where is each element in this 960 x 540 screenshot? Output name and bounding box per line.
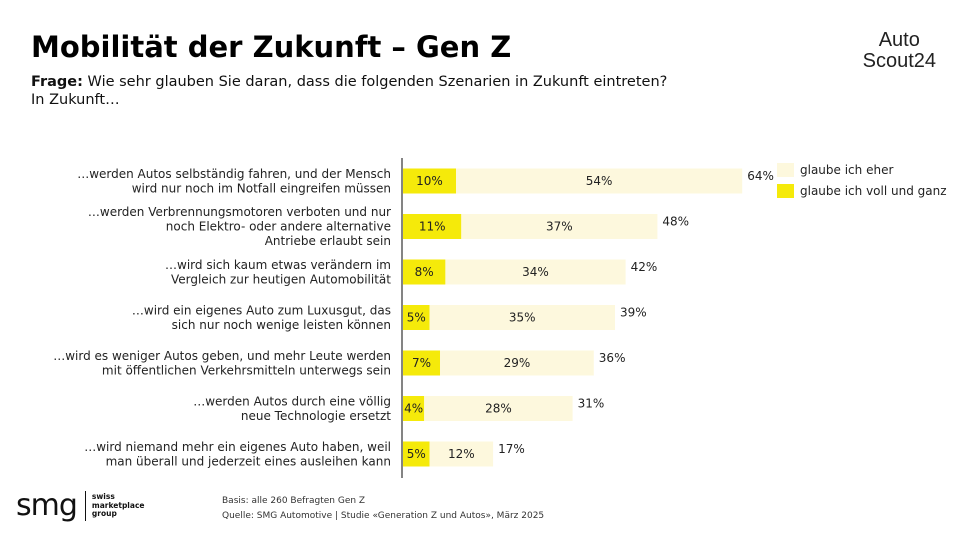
bar-total-label: 39% [620, 306, 647, 320]
bar-voll-und-ganz [403, 441, 430, 467]
bar-label-voll: 4% [404, 402, 423, 416]
category-label: …wird es weniger Autos geben, und mehr L… [53, 349, 391, 363]
legend: glaube ich eher glaube ich voll und ganz [777, 163, 947, 198]
legend-swatch [777, 163, 794, 177]
smg-logo-subtitle: swiss marketplace group [92, 493, 145, 519]
bar-eher [445, 259, 626, 285]
category-label: man überall und jederzeit eines ausleihe… [106, 454, 391, 468]
bar-eher [429, 305, 615, 330]
bar-voll-und-ganz [403, 305, 430, 330]
category-label: …werden Verbrennungsmotoren verboten und… [88, 205, 391, 219]
smg-logo-subtitle-line: swiss [91, 492, 115, 502]
bar-total-label: 31% [578, 397, 605, 411]
bar-eher [456, 168, 743, 194]
footer-source: Quelle: SMG Automotive | Studie «Generat… [222, 511, 545, 521]
category-label: …werden Autos durch eine völlig [193, 394, 391, 408]
bar-label-voll: 8% [415, 265, 434, 279]
bar-label-voll: 10% [416, 174, 443, 188]
autoscout24-logo-line-2: Scout24 [862, 50, 936, 72]
bar-total-label: 17% [498, 442, 525, 456]
category-label: wird nur noch im Notfall eingreifen müss… [132, 181, 391, 195]
smg-logo-subtitle-line: group [91, 509, 117, 519]
legend-label: glaube ich voll und ganz [800, 184, 947, 198]
category-label: …wird sich kaum etwas verändern im [165, 258, 391, 272]
category-label: …werden Autos selbständig fahren, und de… [77, 167, 391, 181]
category-label: sich nur noch wenige leisten können [172, 318, 391, 332]
smg-logo-subtitle-line: marketplace [91, 500, 145, 510]
bar-total-label: 48% [662, 215, 689, 229]
bar-label-eher: 34% [522, 265, 549, 279]
category-label: neue Technologie ersetzt [241, 409, 391, 423]
category-label: Antriebe erlaubt sein [265, 234, 391, 248]
category-label: …wird ein eigenes Auto zum Luxusgut, das [132, 303, 391, 317]
bar-label-eher: 28% [485, 402, 512, 416]
category-label: …wird niemand mehr ein eigenes Auto habe… [84, 440, 391, 454]
labels-layer: 10% 54% 64% …werden Autos selbständig fahre… [53, 167, 774, 469]
bar-total-label: 42% [631, 260, 658, 274]
bars-layer [403, 168, 743, 467]
footer-basis: Basis: alle 260 Befragten Gen Z [222, 496, 366, 506]
category-label: noch Elektro- oder andere alternative [166, 220, 391, 234]
question-line-2: In Zukunft… [31, 92, 120, 108]
footer-notes: Basis: alle 260 Befragten Gen Z Quelle: … [222, 494, 544, 524]
bar-eher [461, 214, 658, 239]
smg-logo-word: smg [16, 488, 78, 523]
bar-label-eher: 12% [448, 447, 475, 461]
smg-logo: smg swiss marketplace group [16, 491, 144, 521]
question-body: Wie sehr glauben Sie daran, dass die fol… [87, 74, 668, 90]
page-title: Mobilität der Zukunft – Gen Z [31, 30, 512, 64]
bar-label-eher: 35% [509, 311, 536, 325]
legend-swatch [777, 184, 794, 198]
bar-eher [429, 441, 494, 467]
bar-voll-und-ganz [403, 259, 446, 285]
bar-label-eher: 54% [586, 174, 613, 188]
bar-label-eher: 37% [546, 220, 573, 234]
bar-label-eher: 29% [504, 356, 531, 370]
bar-label-voll: 5% [407, 311, 426, 325]
question-line-1: Frage: Wie sehr glauben Sie daran, dass … [31, 73, 667, 91]
bar-total-label: 64% [747, 169, 774, 183]
question-prefix: Frage: [31, 74, 83, 90]
bar-label-voll: 5% [407, 447, 426, 461]
bar-label-voll: 11% [419, 220, 446, 234]
autoscout24-logo: Auto Scout24 [863, 30, 936, 72]
bar-voll-und-ganz [403, 168, 456, 194]
legend-label: glaube ich eher [800, 163, 893, 177]
bar-eher [440, 350, 594, 376]
bar-total-label: 36% [599, 351, 626, 365]
bar-voll-und-ganz [403, 214, 462, 239]
bar-voll-und-ganz [403, 350, 441, 376]
smg-logo-divider [84, 491, 86, 521]
bar-voll-und-ganz [403, 396, 425, 421]
category-label: Vergleich zur heutigen Automobilität [171, 272, 391, 286]
bar-label-voll: 7% [412, 356, 431, 370]
question-text: Frage: Wie sehr glauben Sie daran, dass … [31, 73, 667, 109]
category-label: mit öffentlichen Verkehrsmitteln unterwe… [102, 363, 391, 377]
autoscout24-logo-line-1: Auto [878, 29, 920, 51]
bar-eher [424, 396, 573, 421]
